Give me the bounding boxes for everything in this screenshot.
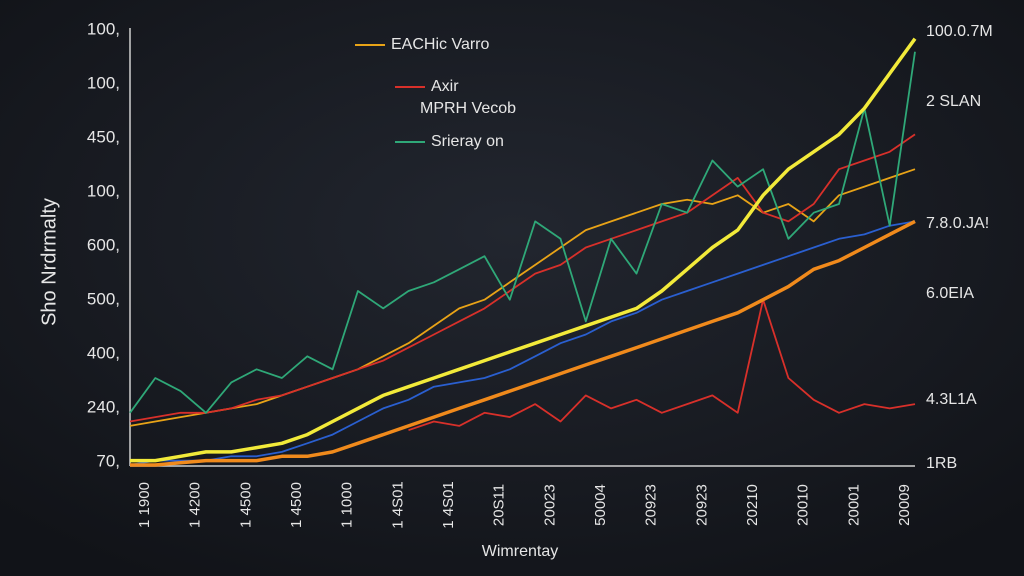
right-label: 7.8.0.JA! xyxy=(926,215,989,232)
series-line xyxy=(129,51,916,414)
x-label: 1 4200 xyxy=(187,482,204,528)
y-label: 100, xyxy=(87,181,120,200)
y-axis-title: Sho Nrdrmalty xyxy=(38,198,60,326)
x-axis-title: Wimrentay xyxy=(482,543,558,560)
right-label: 100.0.7M xyxy=(926,23,993,40)
x-label: 20010 xyxy=(795,484,812,526)
series-line xyxy=(129,220,916,466)
legend-label: MPRH Vecob xyxy=(420,100,516,117)
right-label: 6.0EIA xyxy=(926,285,974,302)
x-label: 20923 xyxy=(643,484,660,526)
series-line xyxy=(129,168,916,427)
y-label: 400, xyxy=(87,343,120,362)
right-label: 1RB xyxy=(926,455,957,472)
right-label: 2 SLAN xyxy=(926,93,981,110)
y-label: 450, xyxy=(87,127,120,146)
x-label: 1 4S01 xyxy=(440,481,457,529)
y-label: 600, xyxy=(87,235,120,254)
series-line xyxy=(130,37,917,463)
x-label: 20001 xyxy=(845,484,862,526)
series-line xyxy=(408,298,916,432)
legend-label: EACHic Varro xyxy=(391,36,489,53)
x-label: 1 1900 xyxy=(136,482,153,528)
y-label: 240, xyxy=(87,397,120,416)
legend-label: Srieray on xyxy=(431,133,504,150)
x-label: 50004 xyxy=(592,484,609,526)
x-label: 1 4500 xyxy=(288,482,305,528)
x-label: 20009 xyxy=(896,484,913,526)
x-label: 1 4S01 xyxy=(389,481,406,529)
x-label: 20210 xyxy=(744,484,761,526)
y-label: 500, xyxy=(87,289,120,308)
x-label: 1 4500 xyxy=(237,482,254,528)
x-label: 20023 xyxy=(541,484,558,526)
x-label: 20923 xyxy=(693,484,710,526)
y-label: 70, xyxy=(96,451,120,470)
y-label: 100, xyxy=(87,73,120,92)
legend-label: Axir xyxy=(431,78,459,95)
series-line xyxy=(130,219,916,467)
y-label: 100, xyxy=(87,19,120,38)
right-label: 4.3L1A xyxy=(926,391,977,408)
series-line xyxy=(129,133,916,423)
x-label: 1 1000 xyxy=(339,482,356,528)
x-label: 20S11 xyxy=(491,484,508,526)
